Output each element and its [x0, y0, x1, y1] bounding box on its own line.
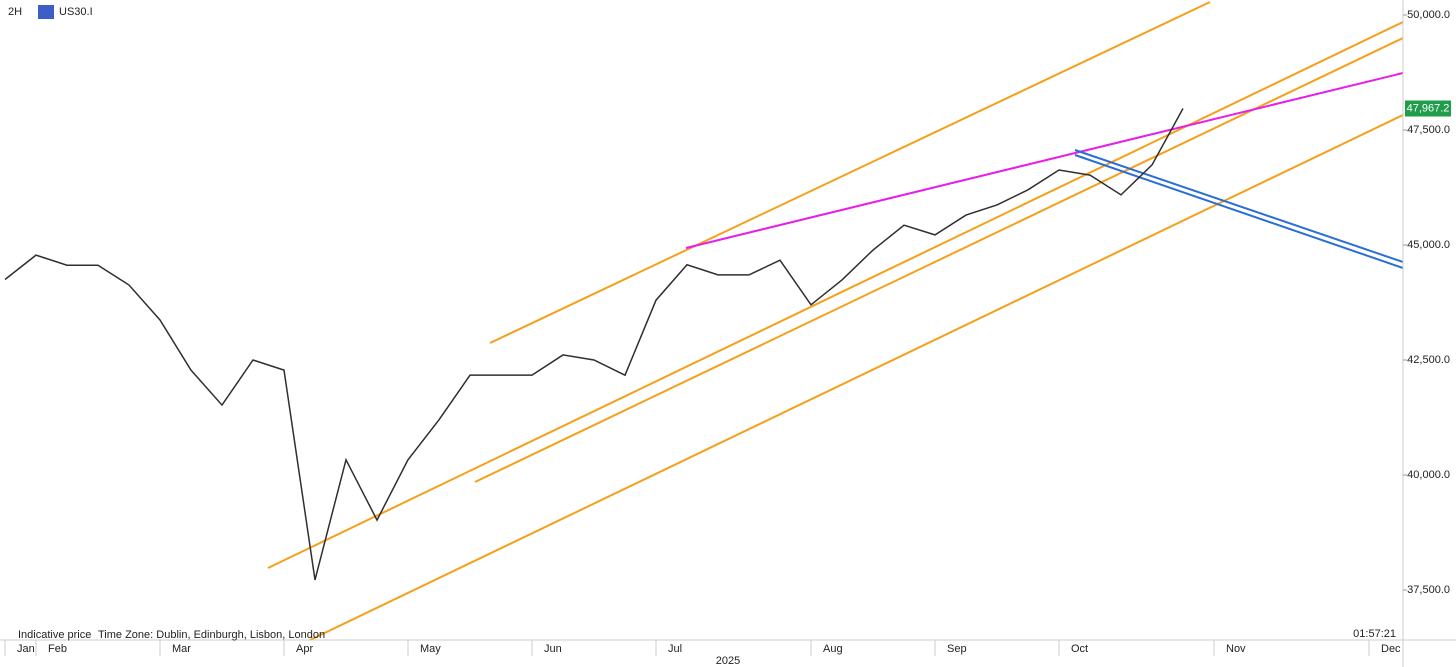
x-tick-label: Mar — [172, 643, 191, 655]
symbol: US30.I — [59, 6, 93, 18]
trend-line — [267, 21, 1404, 569]
x-tick-label: Sep — [947, 643, 967, 655]
year-label: 2025 — [716, 655, 740, 667]
x-tick-label: Dec — [1381, 643, 1401, 655]
price-line — [4, 108, 1184, 581]
footer-note: Indicative price — [18, 629, 91, 641]
cfd-icon — [38, 5, 54, 19]
trend-line — [1074, 149, 1404, 263]
price-tag — [1405, 100, 1451, 117]
x-tick-label: Feb — [48, 643, 67, 655]
y-tick-label: 40,000.0 — [1407, 469, 1450, 481]
trend-line — [1074, 154, 1404, 269]
trend-line — [309, 114, 1404, 641]
x-tick-label: Jul — [668, 643, 682, 655]
trend-line — [489, 1, 1211, 344]
x-tick-label: Nov — [1226, 643, 1246, 655]
y-tick-label: 47,500.0 — [1407, 124, 1450, 136]
x-tick-label: Aug — [823, 643, 843, 655]
trend-line — [474, 37, 1404, 483]
clock: 01:57:21 — [1353, 628, 1396, 640]
y-tick-label: 42,500.0 — [1407, 354, 1450, 366]
x-tick-label: May — [420, 643, 441, 655]
drawings — [267, 1, 1404, 641]
x-tick-label: Jun — [544, 643, 562, 655]
timeframe: 2H — [8, 6, 22, 18]
price-tag-label: 47,967.2 — [1407, 102, 1450, 114]
trend-line — [685, 72, 1404, 249]
x-tick-label: Apr — [296, 643, 313, 655]
time-zone: Time Zone: Dublin, Edinburgh, Lisbon, Lo… — [98, 629, 325, 641]
x-tick-label: Jan — [17, 643, 35, 655]
y-tick-label: 37,500.0 — [1407, 584, 1450, 596]
x-tick-label: Oct — [1071, 643, 1088, 655]
y-tick-label: 45,000.0 — [1407, 239, 1450, 251]
y-tick-label: 50,000.0 — [1407, 9, 1450, 21]
